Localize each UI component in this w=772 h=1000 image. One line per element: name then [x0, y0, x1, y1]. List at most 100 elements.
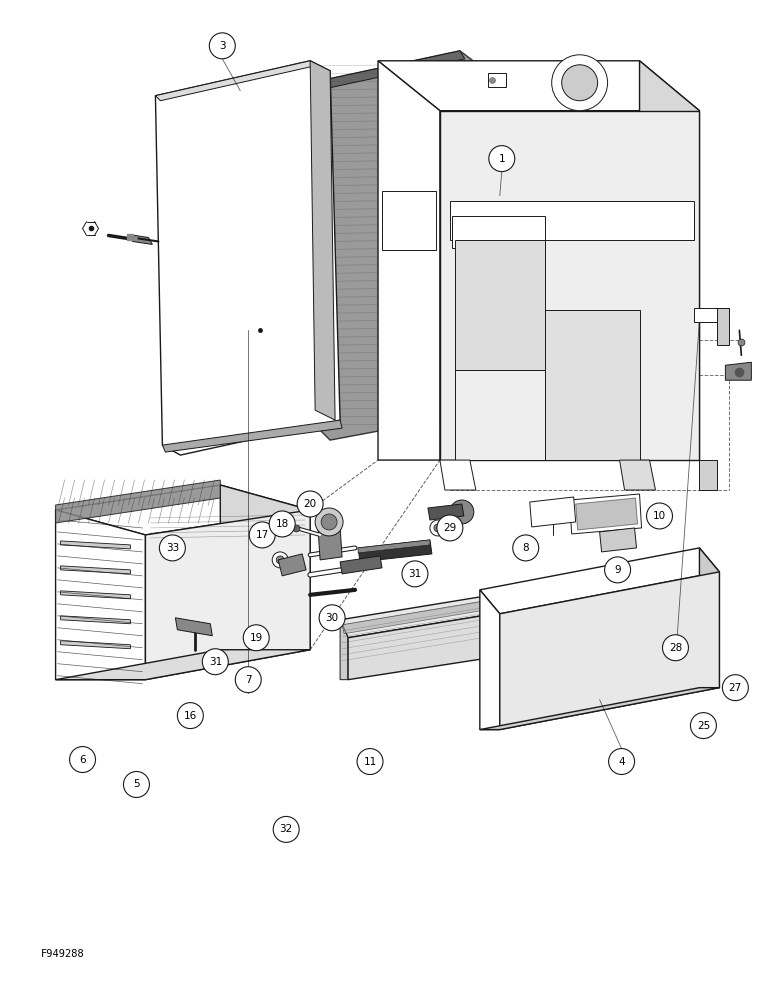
- Polygon shape: [155, 61, 315, 101]
- Polygon shape: [452, 216, 545, 248]
- Circle shape: [321, 514, 337, 530]
- Polygon shape: [378, 61, 440, 460]
- Polygon shape: [570, 494, 642, 534]
- Circle shape: [297, 491, 323, 517]
- Polygon shape: [60, 591, 130, 599]
- Polygon shape: [358, 540, 432, 562]
- Text: 32: 32: [279, 824, 293, 834]
- Circle shape: [430, 520, 446, 536]
- Circle shape: [235, 667, 261, 693]
- Circle shape: [249, 522, 275, 548]
- Polygon shape: [162, 420, 342, 452]
- Polygon shape: [340, 586, 555, 638]
- Polygon shape: [56, 510, 145, 680]
- Text: 6: 6: [80, 755, 86, 765]
- Circle shape: [124, 772, 150, 797]
- Circle shape: [209, 33, 235, 59]
- Polygon shape: [358, 540, 430, 553]
- Circle shape: [562, 65, 598, 101]
- Circle shape: [608, 749, 635, 775]
- Circle shape: [69, 747, 96, 773]
- Polygon shape: [340, 620, 348, 680]
- Polygon shape: [60, 566, 130, 574]
- Polygon shape: [60, 616, 130, 624]
- Polygon shape: [726, 362, 751, 380]
- Polygon shape: [342, 591, 546, 634]
- Polygon shape: [340, 556, 382, 574]
- Polygon shape: [455, 240, 545, 370]
- Text: 25: 25: [697, 721, 710, 731]
- Polygon shape: [699, 548, 720, 688]
- Polygon shape: [56, 480, 220, 523]
- Text: 3: 3: [219, 41, 225, 51]
- Text: 18: 18: [276, 519, 289, 529]
- Circle shape: [489, 146, 515, 172]
- Polygon shape: [530, 497, 576, 527]
- Text: 10: 10: [653, 511, 666, 521]
- Circle shape: [159, 535, 185, 561]
- Text: 9: 9: [615, 565, 621, 575]
- Text: 30: 30: [326, 613, 339, 623]
- Text: 11: 11: [364, 757, 377, 767]
- Text: 8: 8: [523, 543, 529, 553]
- Circle shape: [202, 649, 229, 675]
- Polygon shape: [278, 554, 306, 576]
- Text: 19: 19: [249, 633, 262, 643]
- FancyBboxPatch shape: [488, 73, 506, 87]
- Circle shape: [402, 561, 428, 587]
- Polygon shape: [60, 641, 130, 649]
- Polygon shape: [480, 590, 499, 730]
- Polygon shape: [499, 572, 720, 730]
- Circle shape: [273, 816, 300, 842]
- Polygon shape: [576, 498, 638, 530]
- Circle shape: [178, 703, 203, 729]
- Text: 5: 5: [133, 779, 140, 789]
- Text: 4: 4: [618, 757, 625, 767]
- Polygon shape: [717, 308, 730, 345]
- Circle shape: [319, 605, 345, 631]
- Text: 28: 28: [669, 643, 682, 653]
- Polygon shape: [480, 548, 720, 614]
- Polygon shape: [480, 688, 720, 730]
- Polygon shape: [699, 460, 717, 490]
- Text: 20: 20: [303, 499, 317, 509]
- Circle shape: [315, 508, 343, 536]
- Polygon shape: [428, 504, 464, 520]
- Circle shape: [690, 713, 716, 739]
- Polygon shape: [145, 510, 310, 680]
- Polygon shape: [60, 541, 130, 549]
- Polygon shape: [600, 528, 637, 552]
- Circle shape: [513, 535, 539, 561]
- Circle shape: [437, 515, 463, 541]
- Polygon shape: [620, 460, 655, 490]
- Polygon shape: [175, 618, 212, 636]
- Text: F949288: F949288: [41, 949, 84, 959]
- Polygon shape: [220, 485, 310, 650]
- Text: 31: 31: [408, 569, 422, 579]
- Polygon shape: [155, 61, 340, 455]
- Circle shape: [604, 557, 631, 583]
- Polygon shape: [56, 650, 310, 680]
- Circle shape: [273, 552, 288, 568]
- Circle shape: [723, 675, 748, 701]
- Polygon shape: [128, 234, 152, 244]
- Text: 7: 7: [245, 675, 252, 685]
- Polygon shape: [455, 370, 545, 460]
- Circle shape: [434, 524, 442, 532]
- Circle shape: [269, 511, 295, 537]
- Polygon shape: [310, 61, 335, 420]
- Text: 16: 16: [184, 711, 197, 721]
- Circle shape: [450, 500, 474, 524]
- Polygon shape: [318, 527, 342, 560]
- Text: 33: 33: [166, 543, 179, 553]
- Polygon shape: [320, 51, 465, 89]
- Circle shape: [357, 749, 383, 775]
- Polygon shape: [378, 61, 699, 111]
- Text: 31: 31: [208, 657, 222, 667]
- Polygon shape: [440, 111, 699, 460]
- Polygon shape: [545, 310, 639, 460]
- Circle shape: [646, 503, 672, 529]
- Text: 29: 29: [443, 523, 456, 533]
- Text: 1: 1: [499, 154, 505, 164]
- Circle shape: [662, 635, 689, 661]
